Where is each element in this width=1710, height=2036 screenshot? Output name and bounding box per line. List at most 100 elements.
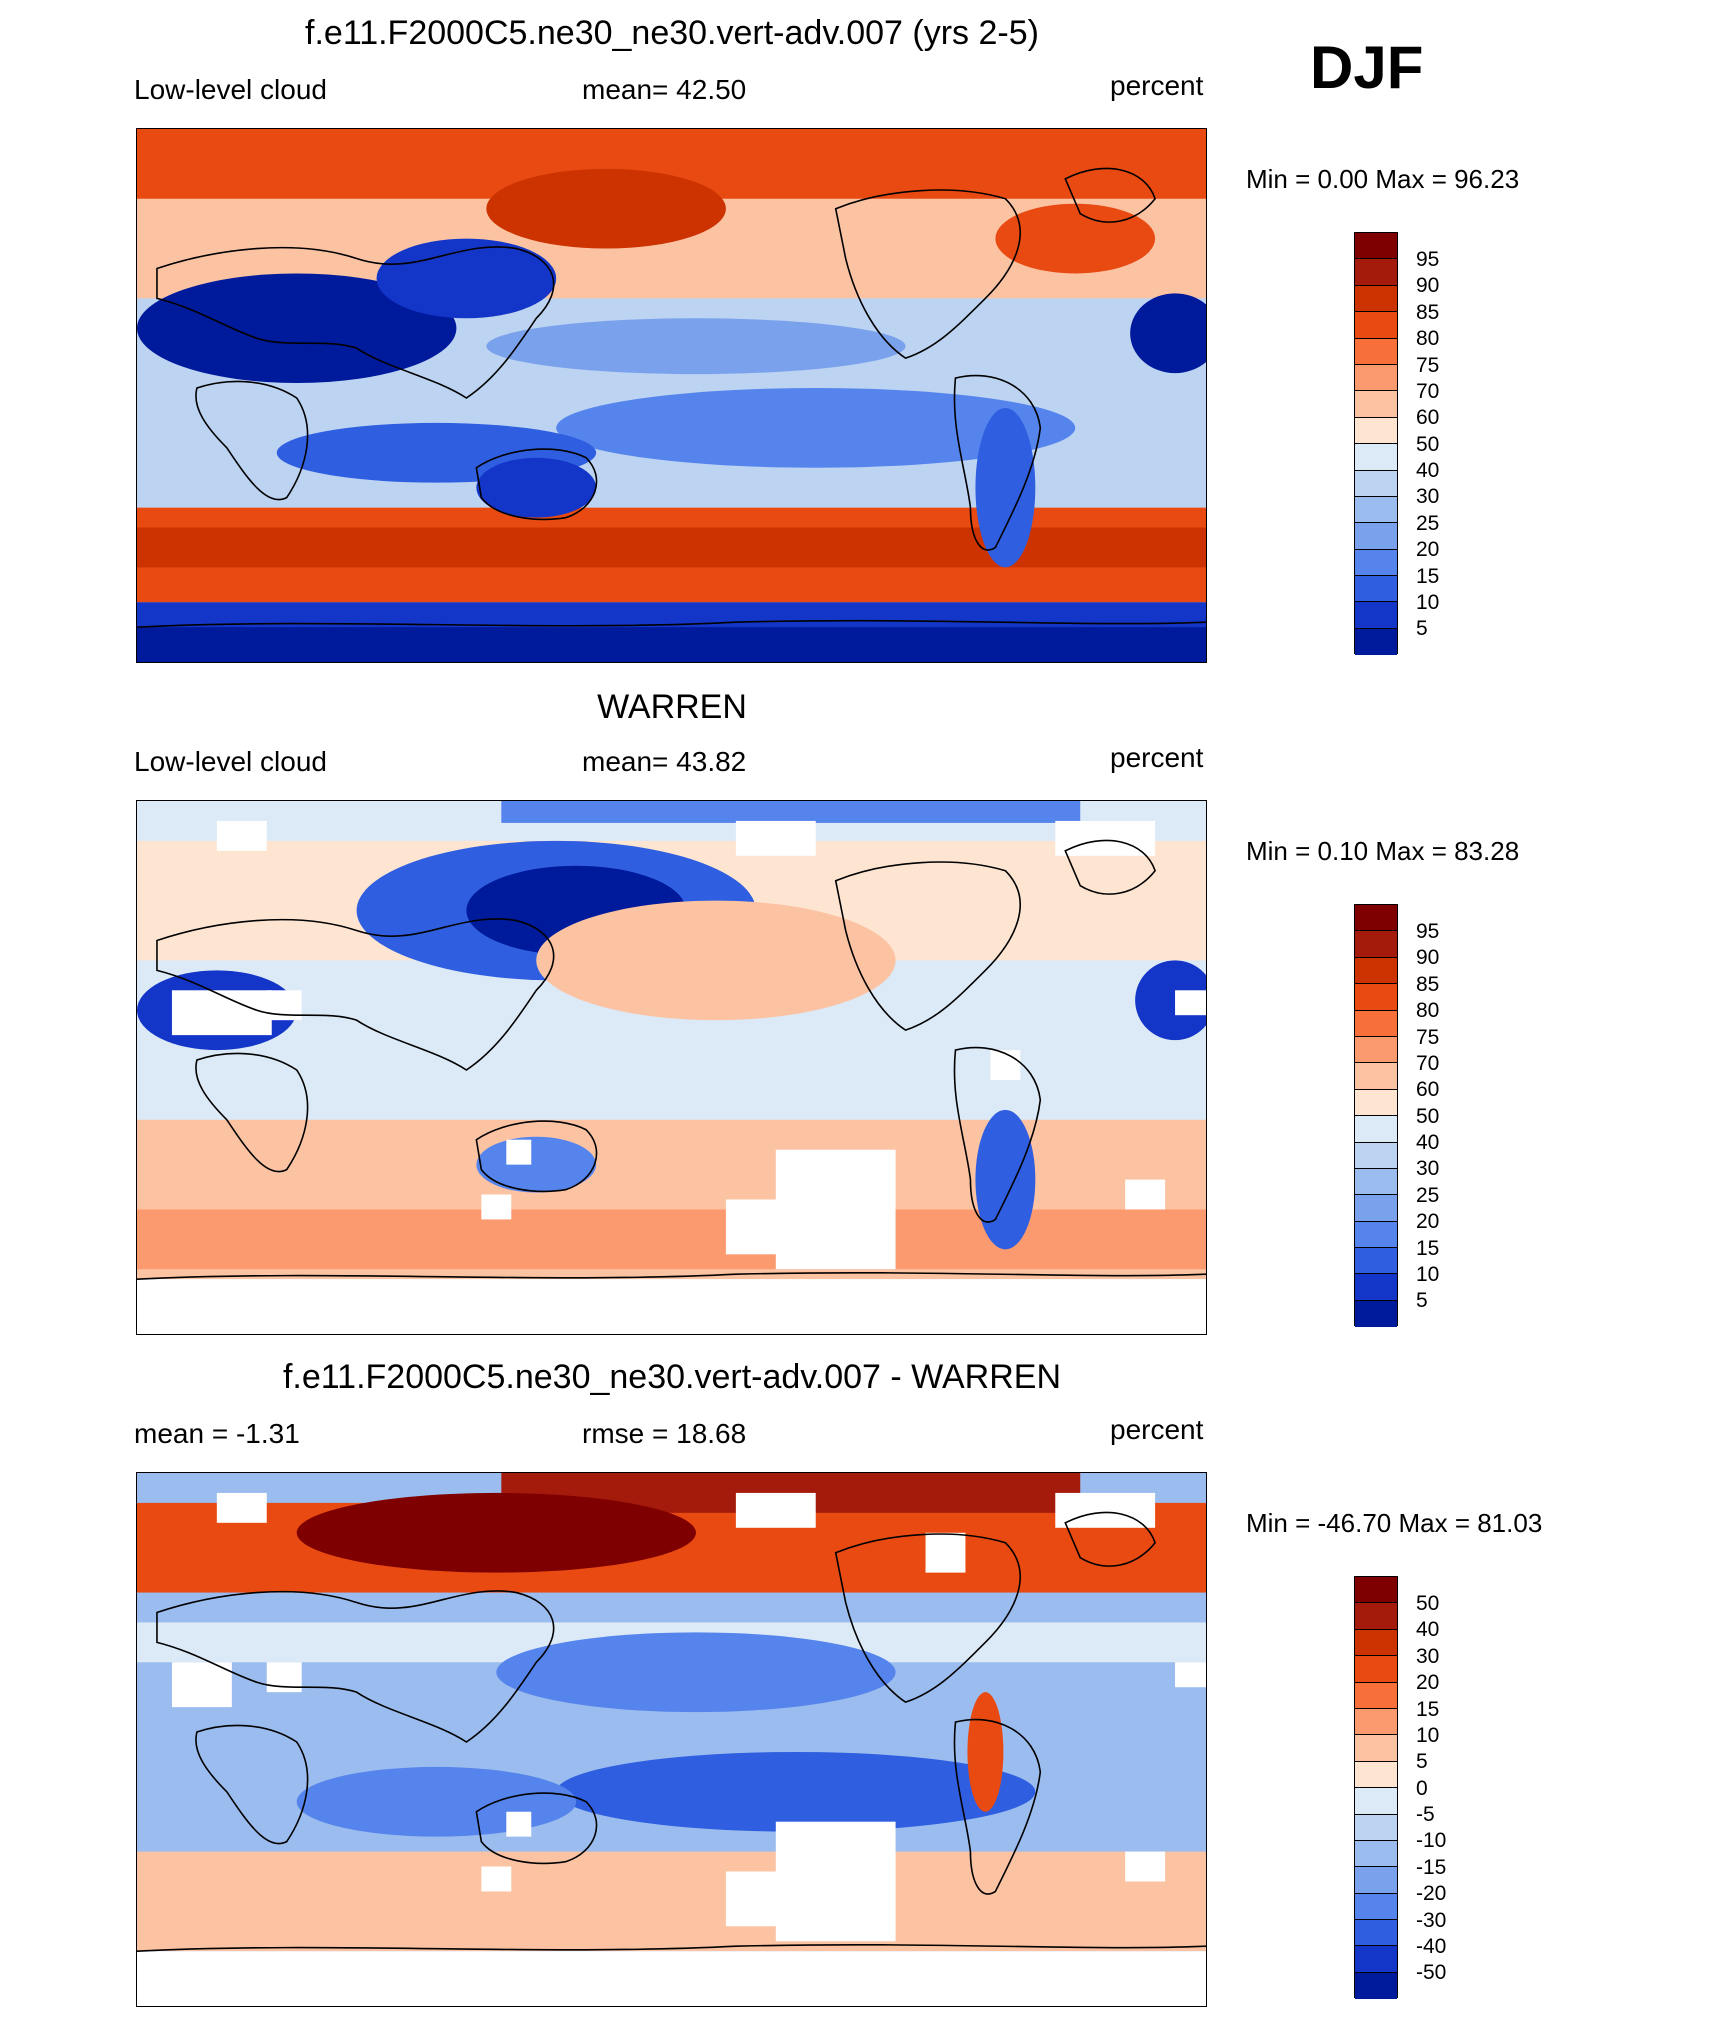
colorbar-tick-label: 70 <box>1416 1052 1440 1075</box>
colorbar-tick-label: 20 <box>1416 1210 1440 1233</box>
panel-1-mean-label: mean= 42.50 <box>582 74 747 105</box>
colorbar-swatch <box>1355 285 1397 313</box>
sahara-low <box>137 273 457 384</box>
colorbar-swatch <box>1355 496 1397 524</box>
colorbar-swatch <box>1355 1840 1397 1868</box>
colorbar-swatch <box>1355 1735 1397 1762</box>
colorbar-tick-label: 90 <box>1416 946 1440 969</box>
panel-2-variable-label: Low-level cloud <box>134 746 327 777</box>
southern-ocean-core <box>137 1209 1206 1270</box>
colorbar-swatch <box>1355 957 1397 985</box>
colorbar-swatch <box>1355 1893 1397 1921</box>
colorbar-swatch <box>1355 1063 1397 1090</box>
colorbar-swatch <box>1355 1814 1397 1841</box>
colorbar-tick-label: 75 <box>1416 354 1440 377</box>
colorbar-swatch <box>1355 312 1397 339</box>
colorbar-swatch <box>1355 1168 1397 1196</box>
colorbar-swatch <box>1355 1248 1397 1275</box>
panel-3-map <box>136 1472 1207 2007</box>
colorbar-swatch <box>1355 444 1397 471</box>
colorbar-tick-label: 60 <box>1416 406 1440 429</box>
colorbar-tick-label: -15 <box>1416 1856 1447 1879</box>
panel-1-units-label: percent <box>1110 70 1204 101</box>
colorbar-tick-label: 30 <box>1416 1157 1440 1180</box>
colorbar-swatch <box>1355 931 1397 958</box>
southern-ocean-core <box>137 527 1206 568</box>
colorbar-swatch <box>1355 391 1397 418</box>
panel-3-units-label: percent <box>1110 1414 1204 1445</box>
panel-2-colorbar <box>1354 904 1398 1328</box>
colorbar-tick-label: 60 <box>1416 1078 1440 1101</box>
colorbar-swatch <box>1355 1656 1397 1683</box>
colorbar-swatch <box>1355 1036 1397 1064</box>
colorbar-tick-label: 50 <box>1416 1592 1440 1615</box>
colorbar-swatch <box>1355 549 1397 577</box>
colorbar-tick-label: 20 <box>1416 538 1440 561</box>
colorbar-swatch <box>1355 1761 1397 1789</box>
colorbar-tick-label: -5 <box>1416 1803 1435 1826</box>
colorbar-tick-label: 40 <box>1416 1618 1440 1641</box>
colorbar-swatch <box>1355 1867 1397 1894</box>
panel-3-rmse-label: rmse = 18.68 <box>582 1418 747 1449</box>
atlantic-low <box>1130 293 1206 374</box>
season-label: DJF <box>1310 34 1424 101</box>
colorbar-swatch <box>1355 1603 1397 1630</box>
colorbar-swatch <box>1355 259 1397 286</box>
colorbar-swatch <box>1355 523 1397 550</box>
colorbar-tick-label: 15 <box>1416 565 1440 588</box>
south-america-low <box>975 407 1036 568</box>
colorbar-swatch <box>1355 1300 1397 1328</box>
panel-2-map <box>136 800 1207 1335</box>
colorbar-tick-label: 95 <box>1416 920 1440 943</box>
panel-1-map <box>136 128 1207 663</box>
colorbar-swatch <box>1355 1788 1397 1815</box>
panel-3-minmax: Min = -46.70 Max = 81.03 <box>1246 1508 1543 1538</box>
panel-2-minmax: Min = 0.10 Max = 83.28 <box>1246 836 1520 866</box>
panel-1-map-svg <box>137 129 1206 662</box>
colorbar-swatch <box>1355 602 1397 629</box>
colorbar-swatch <box>1355 1629 1397 1657</box>
colorbar-tick-label: 50 <box>1416 433 1440 456</box>
colorbar-swatch <box>1355 576 1397 603</box>
colorbar-tick-label: 0 <box>1416 1777 1428 1800</box>
colorbar-swatch <box>1355 470 1397 497</box>
north-pacific-high <box>536 900 896 1021</box>
panel-2-units-label: percent <box>1110 742 1204 773</box>
colorbar-swatch <box>1355 1708 1397 1736</box>
colorbar-tick-label: 5 <box>1416 617 1428 640</box>
andes-positive <box>967 1692 1004 1812</box>
colorbar-tick-label: 10 <box>1416 1724 1440 1747</box>
colorbar-tick-label: 40 <box>1416 1131 1440 1154</box>
asia-low <box>376 238 557 319</box>
colorbar-tick-label: 20 <box>1416 1671 1440 1694</box>
colorbar-tick-label: 90 <box>1416 274 1440 297</box>
colorbar-swatch <box>1355 1089 1397 1117</box>
colorbar-swatch <box>1355 1946 1397 1973</box>
panel-1-minmax: Min = 0.00 Max = 96.23 <box>1246 164 1520 194</box>
colorbar-swatch <box>1355 1972 1397 2000</box>
colorbar-swatch <box>1355 984 1397 1011</box>
colorbar-swatch <box>1355 1274 1397 1301</box>
southern-ocean-band <box>137 1851 1206 1952</box>
panel-2-mean-label: mean= 43.82 <box>582 746 747 777</box>
colorbar-tick-label: -20 <box>1416 1882 1447 1905</box>
colorbar-tick-label: 30 <box>1416 1645 1440 1668</box>
colorbar-tick-label: 5 <box>1416 1289 1428 1312</box>
north-pacific-high <box>486 168 726 249</box>
colorbar-tick-label: 10 <box>1416 1263 1440 1286</box>
missing-data-patches <box>171 1492 1206 1942</box>
colorbar-swatch <box>1355 364 1397 392</box>
colorbar-swatch <box>1355 233 1397 260</box>
colorbar-tick-label: 85 <box>1416 301 1440 324</box>
south-america-low <box>975 1109 1036 1250</box>
colorbar-tick-label: 80 <box>1416 999 1440 1022</box>
pacific-negative-2 <box>556 1751 1036 1832</box>
arctic-strip <box>501 801 1081 823</box>
panel-1-variable-label: Low-level cloud <box>134 74 327 105</box>
colorbar-swatch <box>1355 1920 1397 1947</box>
missing-data-patches <box>171 820 1206 1270</box>
panel-2-title: WARREN <box>597 688 747 726</box>
colorbar-tick-label: -30 <box>1416 1909 1447 1932</box>
colorbar-tick-label: 50 <box>1416 1105 1440 1128</box>
atlantic-low <box>1135 960 1206 1041</box>
